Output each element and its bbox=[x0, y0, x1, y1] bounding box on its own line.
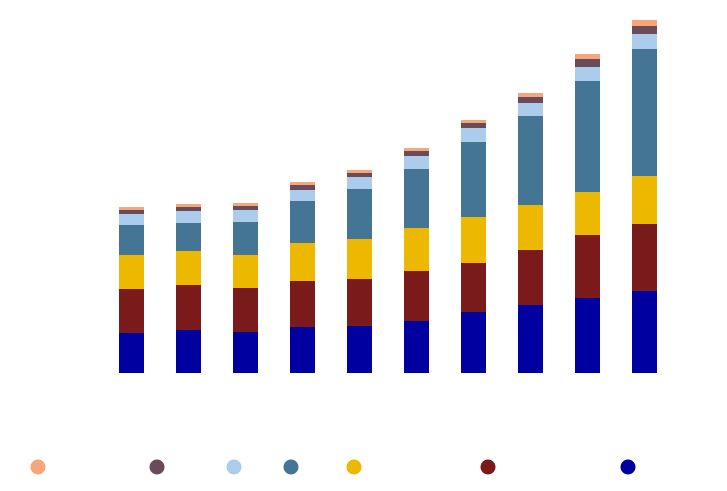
bar-segment-s6-c2 bbox=[176, 207, 201, 211]
bar-segment-s3-c1 bbox=[119, 255, 144, 289]
bar-segment-s4-c2 bbox=[176, 223, 201, 251]
legend-marker-s4 bbox=[283, 459, 299, 475]
bar-segment-s6-c7 bbox=[461, 123, 486, 128]
bar-segment-s2-c9 bbox=[575, 235, 600, 298]
bar-segment-s6-c8 bbox=[518, 97, 543, 103]
bar-segment-s6-c6 bbox=[404, 151, 429, 156]
bar-segment-s6-c3 bbox=[233, 206, 258, 210]
bar-segment-s4-c4 bbox=[290, 201, 315, 243]
bar-segment-s3-c7 bbox=[461, 217, 486, 263]
bar-stack-3 bbox=[233, 203, 258, 373]
bar-segment-s5-c10 bbox=[632, 34, 657, 49]
bar-segment-s3-c3 bbox=[233, 255, 258, 288]
bar-stack-5 bbox=[347, 170, 372, 373]
legend-marker-s5 bbox=[226, 459, 242, 475]
bar-segment-s2-c8 bbox=[518, 250, 543, 305]
bar-segment-s7-c2 bbox=[176, 204, 201, 207]
bar-segment-s7-c5 bbox=[347, 170, 372, 173]
bar-segment-s4-c9 bbox=[575, 81, 600, 192]
bar-segment-s5-c5 bbox=[347, 177, 372, 189]
bar-segment-s1-c9 bbox=[575, 298, 600, 373]
bar-segment-s1-c8 bbox=[518, 305, 543, 373]
bar-segment-s5-c6 bbox=[404, 156, 429, 169]
bar-segment-s6-c10 bbox=[632, 26, 657, 34]
legend-marker-s2 bbox=[480, 459, 496, 475]
bar-segment-s5-c7 bbox=[461, 128, 486, 142]
bar-segment-s6-c1 bbox=[119, 210, 144, 214]
bar-segment-s1-c7 bbox=[461, 312, 486, 373]
bar-stack-9 bbox=[575, 54, 600, 373]
bar-segment-s2-c10 bbox=[632, 224, 657, 291]
bar-segment-s1-c10 bbox=[632, 291, 657, 373]
bar-segment-s7-c1 bbox=[119, 207, 144, 210]
bar-segment-s3-c2 bbox=[176, 251, 201, 285]
bar-segment-s4-c8 bbox=[518, 116, 543, 205]
bar-segment-s7-c7 bbox=[461, 120, 486, 123]
bar-stack-2 bbox=[176, 204, 201, 373]
bar-segment-s2-c3 bbox=[233, 288, 258, 332]
bar-segment-s1-c2 bbox=[176, 330, 201, 373]
legend-marker-s1 bbox=[620, 459, 636, 475]
bar-segment-s7-c4 bbox=[290, 182, 315, 185]
bar-segment-s5-c9 bbox=[575, 67, 600, 81]
bar-segment-s4-c7 bbox=[461, 142, 486, 217]
bar-segment-s5-c2 bbox=[176, 211, 201, 223]
bar-segment-s2-c1 bbox=[119, 289, 144, 333]
bar-segment-s7-c9 bbox=[575, 54, 600, 59]
bar-stack-4 bbox=[290, 182, 315, 373]
bar-segment-s1-c3 bbox=[233, 332, 258, 373]
bar-segment-s1-c4 bbox=[290, 327, 315, 373]
legend-marker-s3 bbox=[346, 459, 362, 475]
bar-segment-s4-c1 bbox=[119, 225, 144, 255]
bar-segment-s3-c6 bbox=[404, 228, 429, 271]
bar-segment-s2-c4 bbox=[290, 281, 315, 327]
bar-segment-s3-c8 bbox=[518, 205, 543, 250]
bar-stack-10 bbox=[632, 20, 657, 373]
bar-segment-s7-c3 bbox=[233, 203, 258, 206]
bar-segment-s2-c7 bbox=[461, 263, 486, 312]
legend-marker-s7 bbox=[30, 459, 46, 475]
bar-segment-s1-c5 bbox=[347, 326, 372, 373]
bar-segment-s6-c4 bbox=[290, 185, 315, 190]
bar-segment-s7-c6 bbox=[404, 148, 429, 151]
bar-segment-s3-c10 bbox=[632, 176, 657, 224]
bar-segment-s5-c8 bbox=[518, 103, 543, 116]
bar-segment-s7-c10 bbox=[632, 20, 657, 26]
bar-segment-s1-c6 bbox=[404, 321, 429, 373]
bar-segment-s3-c9 bbox=[575, 192, 600, 235]
bar-segment-s1-c1 bbox=[119, 333, 144, 373]
bar-segment-s5-c3 bbox=[233, 210, 258, 222]
bar-segment-s5-c4 bbox=[290, 190, 315, 201]
bar-segment-s6-c5 bbox=[347, 173, 372, 177]
bar-segment-s3-c4 bbox=[290, 243, 315, 281]
bar-segment-s4-c10 bbox=[632, 49, 657, 176]
legend bbox=[30, 459, 636, 475]
bar-segment-s4-c6 bbox=[404, 169, 429, 228]
bar-stack-6 bbox=[404, 148, 429, 373]
bar-stack-8 bbox=[518, 93, 543, 373]
bar-segment-s2-c5 bbox=[347, 279, 372, 326]
bar-segment-s2-c2 bbox=[176, 285, 201, 330]
bars-layer bbox=[119, 20, 657, 373]
bar-segment-s3-c5 bbox=[347, 239, 372, 279]
bar-segment-s7-c8 bbox=[518, 93, 543, 97]
bar-segment-s2-c6 bbox=[404, 271, 429, 321]
bar-segment-s5-c1 bbox=[119, 214, 144, 225]
bar-segment-s6-c9 bbox=[575, 59, 600, 67]
bar-segment-s4-c3 bbox=[233, 222, 258, 255]
bar-segment-s4-c5 bbox=[347, 189, 372, 239]
bar-stack-7 bbox=[461, 120, 486, 373]
bar-stack-1 bbox=[119, 207, 144, 373]
legend-marker-s6 bbox=[149, 459, 165, 475]
